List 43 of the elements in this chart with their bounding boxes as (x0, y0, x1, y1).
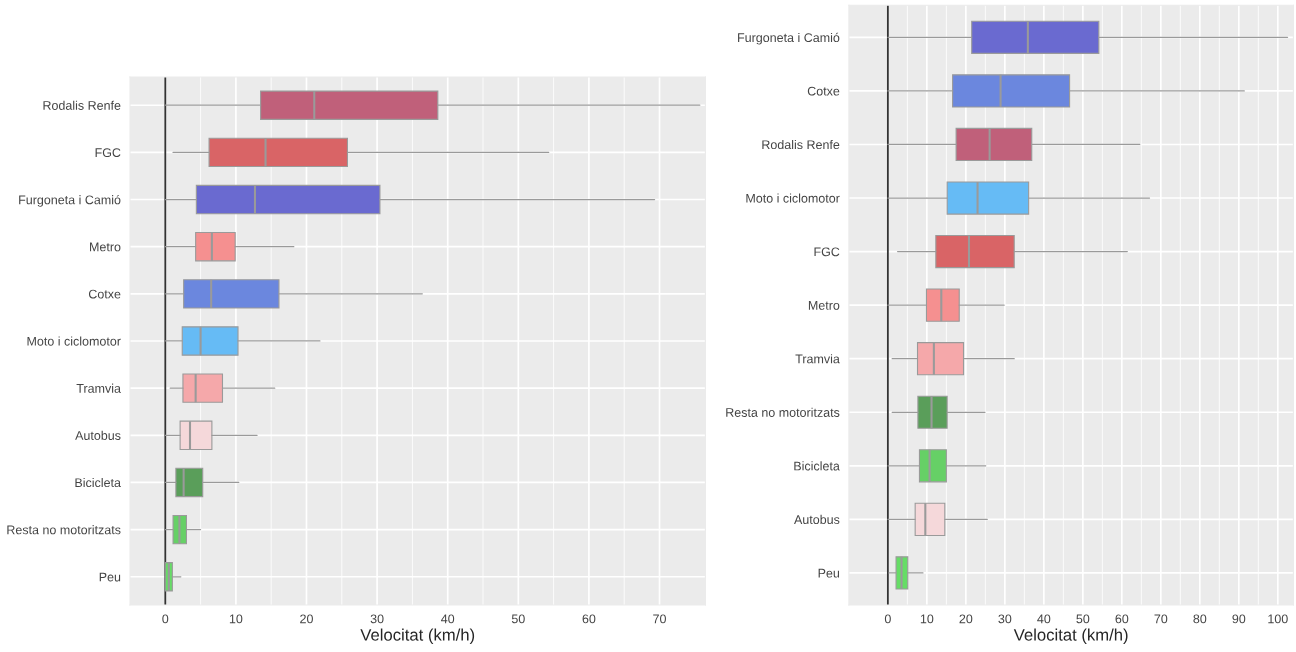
y-tick-label: Resta no motoritzats (7, 525, 121, 535)
x-tick-label: 100 (1268, 614, 1288, 624)
y-tick-label: Furgoneta i Camió (19, 194, 121, 207)
y-tick-label: Autobus (794, 514, 840, 525)
y-tick-label: FGC (95, 148, 121, 158)
x-tick-label: 90 (1232, 614, 1246, 624)
x-tick-label: 40 (1037, 614, 1051, 624)
x-tick-label: 30 (998, 614, 1012, 624)
y-tick-label: Tramvia (76, 383, 121, 393)
x-tick-label: 80 (1193, 614, 1207, 624)
y-tick-label: Moto i ciclomotor (746, 193, 840, 203)
x-tick-label: 50 (511, 614, 525, 624)
x-tick-label: 50 (1076, 614, 1090, 624)
y-tick-label: Rodalis Renfe (762, 139, 840, 150)
x-tick-label: 0 (162, 614, 169, 624)
x-tick-label: 60 (1115, 614, 1129, 624)
y-tick-label: Peu (99, 572, 121, 582)
x-tick-label: 0 (884, 614, 891, 624)
x-tick-label: 20 (300, 614, 313, 624)
y-tick-label: Tramvia (795, 354, 840, 364)
y-tick-label: Cotxe (88, 289, 121, 299)
x-tick-label: 20 (959, 614, 973, 624)
y-tick-label: Furgoneta i Camió (738, 32, 840, 45)
y-tick-label: Resta no motoritzats (726, 407, 840, 417)
y-tick-label: Autobus (75, 430, 121, 440)
y-tick-label: Cotxe (807, 86, 840, 96)
y-tick-label: Moto i ciclomotor (27, 336, 121, 346)
x-axis-title: Velocitat (km/h) (1013, 628, 1128, 645)
y-tick-label: Rodalis Renfe (43, 100, 121, 110)
x-tick-label: 10 (229, 614, 243, 624)
y-tick-label: FGC (814, 247, 840, 257)
x-tick-label: 40 (441, 614, 455, 624)
y-tick-label: Peu (818, 568, 840, 578)
y-tick-label: Metro (90, 242, 121, 252)
y-tick-label: Bicicleta (75, 477, 121, 488)
x-tick-label: 30 (370, 614, 384, 624)
x-axis-title: Velocitat (km/h) (360, 628, 475, 645)
y-tick-label: Bicicleta (794, 461, 840, 471)
x-tick-label: 60 (582, 614, 596, 624)
x-tick-label: 70 (653, 614, 666, 624)
x-tick-label: 10 (920, 614, 934, 624)
x-tick-label: 70 (1154, 614, 1168, 624)
y-tick-label: Metro (808, 301, 840, 310)
